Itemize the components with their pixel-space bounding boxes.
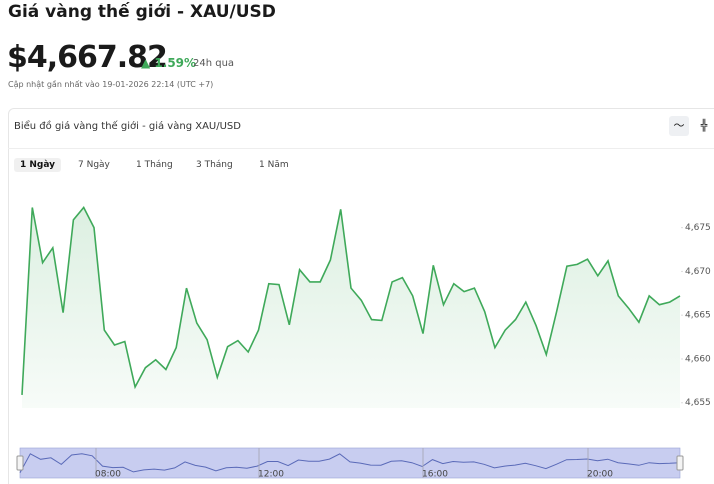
range-tab[interactable]: 3 Tháng: [196, 160, 233, 170]
updated: Cập nhật gần nhất vào 19-01-2026 22:14 (…: [8, 80, 214, 89]
navigator-handle: [676, 455, 684, 471]
navigator: [19, 447, 681, 479]
period: 24h qua: [193, 58, 235, 69]
range-tab[interactable]: 1 Ngày: [14, 158, 62, 172]
y-tick-label: 4,665: [685, 311, 711, 321]
navigator-label: 12:00: [258, 470, 284, 480]
line-toggle[interactable]: 〜: [669, 116, 689, 136]
y-tick-label: 4,670: [685, 267, 711, 277]
chart-title: Biểu đồ giá vàng thế giới - giá vàng XAU…: [14, 121, 241, 132]
price: $4,667.82: [7, 40, 168, 75]
navigator-handle: [16, 455, 24, 471]
page-title: Giá vàng thế giới - XAU/USD: [8, 2, 276, 22]
chart-card: [8, 108, 714, 484]
change: ▲ 1.59%: [141, 56, 197, 70]
change-value: 1.59%: [154, 56, 197, 70]
range-tab[interactable]: 1 Năm: [259, 160, 289, 170]
range-tab[interactable]: 1 Tháng: [136, 160, 173, 170]
range-tab[interactable]: 7 Ngày: [78, 160, 110, 170]
area-fill: [22, 207, 680, 408]
candle-toggle[interactable]: ╬: [700, 119, 708, 132]
navigator-label: 20:00: [587, 470, 613, 480]
y-tick-label: 4,675: [685, 223, 711, 233]
navigator-label: 16:00: [422, 470, 448, 480]
y-tick-label: 4,660: [685, 354, 711, 364]
price-line: [21, 206, 681, 395]
divider: [8, 148, 714, 149]
navigator-label: 08:00: [95, 470, 121, 480]
navigator-line: [19, 453, 681, 473]
y-tick-label: 4,655: [685, 398, 711, 408]
